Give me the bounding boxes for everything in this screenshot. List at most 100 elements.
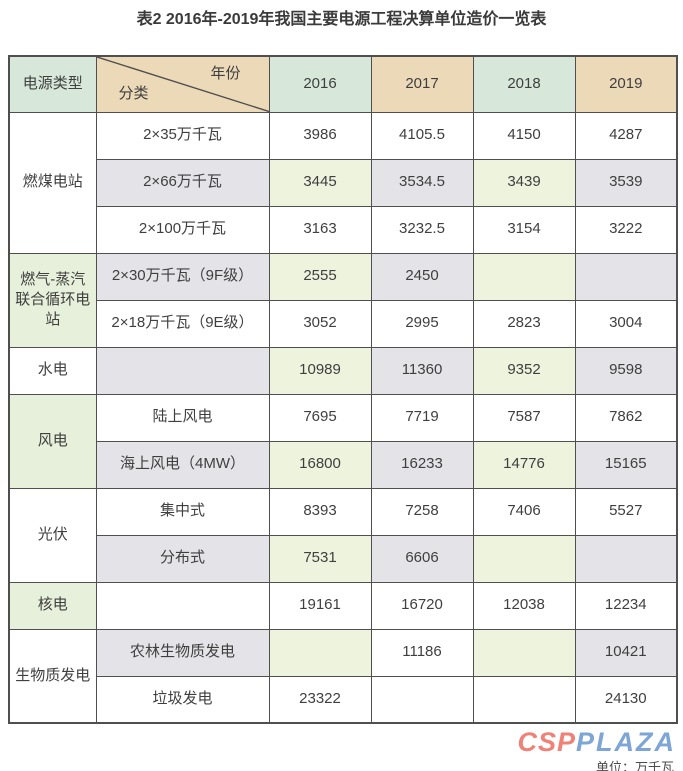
value-cell: 7862: [574, 393, 678, 442]
value-cell: 12038: [472, 581, 576, 630]
value-cell: 2555: [268, 252, 372, 301]
value-cell: 3154: [472, 205, 576, 254]
value-cell: 14776: [472, 440, 576, 489]
value-cell: 10989: [268, 346, 372, 395]
table-row: 光伏 集中式 8393 7258 7406 5527: [8, 487, 678, 583]
header-diagonal-cell: 年份 分类: [95, 55, 270, 113]
type-cell: 燃煤电站: [8, 111, 97, 254]
category-cell: 海上风电（4MW）: [95, 440, 270, 489]
table-row: 2×18万千瓦（9E级） 3052 2995 2823 3004: [9, 299, 678, 348]
value-cell: 12234: [574, 581, 678, 630]
value-cell: 3439: [472, 158, 576, 207]
table-row: 燃煤电站 2×35万千瓦 3986 4105.5 4150 4287: [8, 111, 678, 254]
category-cell: 2×18万千瓦（9E级）: [95, 299, 270, 348]
value-cell: [574, 252, 678, 301]
table-row: 2×100万千瓦 3163 3232.5 3154 3222: [9, 205, 678, 254]
value-cell: 7406: [472, 487, 576, 536]
type-cell: 风电: [8, 393, 97, 489]
cspplaza-logo: CSPPLAZA: [8, 728, 676, 756]
header-year-2016: 2016: [268, 55, 372, 113]
table-row: 海上风电（4MW） 16800 16233 14776 15165: [9, 440, 678, 489]
value-cell: [472, 534, 576, 583]
value-cell: 16720: [370, 581, 474, 630]
cost-table: 电源类型 年份 分类 2016 2017 2018 2019 燃煤电站 2×35…: [8, 55, 678, 724]
header-category-label: 分类: [118, 85, 149, 103]
category-cell: 集中式: [95, 487, 270, 536]
header-year-2018: 2018: [472, 55, 576, 113]
header-year-label: 年份: [210, 65, 241, 82]
value-cell: 3052: [268, 299, 372, 348]
value-cell: 3445: [268, 158, 372, 207]
category-cell: 分布式: [95, 534, 270, 583]
value-cell: 11360: [370, 346, 474, 395]
type-cell: 核电: [8, 581, 97, 630]
table-row: 核电 19161 16720 12038 12234: [8, 581, 678, 630]
unit-note: 单位：万千瓦: [595, 760, 674, 771]
value-cell: 10421: [574, 628, 678, 677]
table-row: 水电 10989 11360 9352 9598: [8, 346, 678, 395]
category-cell: 2×35万千瓦: [95, 111, 270, 160]
value-cell: 9352: [472, 346, 576, 395]
diagonal-line: [97, 57, 269, 112]
table-header-row: 电源类型 年份 分类 2016 2017 2018 2019: [8, 55, 678, 113]
value-cell: 15165: [574, 440, 678, 489]
value-cell: 7719: [370, 393, 474, 442]
type-cell: 水电: [8, 346, 97, 395]
value-cell: 7695: [268, 393, 372, 442]
value-cell: 2450: [370, 252, 474, 301]
logo-csp-text: CSP: [517, 727, 576, 757]
value-cell: 3534.5: [370, 158, 474, 207]
value-cell: [472, 252, 576, 301]
value-cell: 24130: [574, 675, 678, 724]
value-cell: 3986: [268, 111, 372, 160]
value-cell: 6606: [370, 534, 474, 583]
value-cell: [472, 675, 576, 724]
value-cell: 3539: [574, 158, 678, 207]
type-cell: 光伏: [8, 487, 97, 583]
value-cell: 19161: [268, 581, 372, 630]
page-title: 表2 2016年-2019年我国主要电源工程决算单位造价一览表: [136, 11, 547, 28]
value-cell: 16233: [370, 440, 474, 489]
category-cell: 2×66万千瓦: [95, 158, 270, 207]
value-cell: 4287: [574, 111, 678, 160]
value-cell: 5527: [574, 487, 678, 536]
category-cell: 2×100万千瓦: [95, 205, 270, 254]
value-cell: [574, 534, 678, 583]
value-cell: 11186: [370, 628, 474, 677]
value-cell: 2995: [370, 299, 474, 348]
value-cell: 9598: [574, 346, 678, 395]
value-cell: [268, 628, 372, 677]
value-cell: 4105.5: [370, 111, 474, 160]
value-cell: 7587: [472, 393, 576, 442]
category-cell: 农林生物质发电: [95, 628, 270, 677]
header-year-2017: 2017: [370, 55, 474, 113]
value-cell: [472, 628, 576, 677]
type-cell: 生物质发电: [8, 628, 97, 724]
header-type-label: 电源类型: [8, 55, 97, 113]
category-cell: 垃圾发电: [95, 675, 270, 724]
value-cell: 3163: [268, 205, 372, 254]
value-cell: 2823: [472, 299, 576, 348]
value-cell: 3004: [574, 299, 678, 348]
table-footer: CSPPLAZA 单位：万千瓦: [8, 728, 676, 771]
value-cell: 23322: [268, 675, 372, 724]
category-cell: [95, 581, 270, 630]
table-row: 2×66万千瓦 3445 3534.5 3439 3539: [9, 158, 678, 207]
value-cell: 7531: [268, 534, 372, 583]
table-row: 生物质发电 农林生物质发电 11186 10421: [8, 628, 678, 724]
value-cell: [370, 675, 474, 724]
table-row: 风电 陆上风电 7695 7719 7587 7862: [8, 393, 678, 489]
type-cell: 燃气-蒸汽联合循环电站: [8, 252, 97, 348]
table-row: 燃气-蒸汽联合循环电站 2×30万千瓦（9F级） 2555 2450: [8, 252, 678, 348]
value-cell: 7258: [370, 487, 474, 536]
value-cell: 3222: [574, 205, 678, 254]
category-cell: 2×30万千瓦（9F级）: [95, 252, 270, 301]
value-cell: 16800: [268, 440, 372, 489]
table-row: 垃圾发电 23322 24130: [9, 675, 678, 724]
value-cell: 4150: [472, 111, 576, 160]
value-cell: 3232.5: [370, 205, 474, 254]
logo-plaza-text: PLAZA: [576, 727, 676, 757]
category-cell: 陆上风电: [95, 393, 270, 442]
header-year-2019: 2019: [574, 55, 678, 113]
table-row: 分布式 7531 6606: [9, 534, 678, 583]
